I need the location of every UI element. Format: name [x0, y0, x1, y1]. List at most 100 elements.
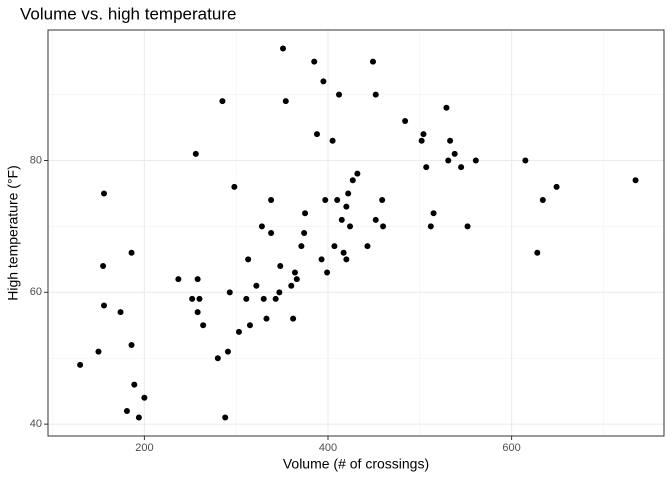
- point: [420, 131, 427, 138]
- y-tick-label: 80: [30, 154, 42, 166]
- point: [313, 131, 320, 138]
- point: [301, 230, 308, 236]
- x-tick-label: 600: [502, 442, 520, 454]
- point: [219, 98, 226, 105]
- point: [100, 262, 107, 269]
- point: [263, 315, 270, 322]
- point: [343, 256, 350, 263]
- point: [632, 177, 639, 184]
- point: [291, 269, 298, 276]
- y-axis-label: High temperature (°F): [5, 165, 21, 301]
- y-tick-label: 40: [30, 418, 42, 430]
- point: [379, 197, 386, 204]
- point: [117, 309, 124, 316]
- point: [280, 45, 287, 52]
- point: [340, 249, 347, 256]
- point: [231, 183, 238, 190]
- point: [298, 243, 305, 250]
- point: [334, 197, 341, 204]
- point: [349, 177, 356, 184]
- point: [311, 58, 318, 65]
- point: [343, 203, 350, 210]
- point: [331, 243, 338, 250]
- point: [380, 223, 387, 230]
- chart-title: Volume vs. high temperature: [20, 4, 236, 23]
- point: [293, 276, 300, 283]
- point: [372, 91, 379, 98]
- x-axis-label: Volume (# of crossings): [283, 456, 429, 472]
- point: [200, 322, 207, 329]
- point: [402, 117, 409, 124]
- point: [539, 197, 546, 204]
- point: [534, 249, 541, 256]
- point: [345, 190, 352, 197]
- point: [458, 164, 465, 171]
- point: [447, 137, 454, 144]
- point: [472, 157, 479, 164]
- point: [192, 150, 199, 157]
- point: [464, 223, 471, 230]
- point: [282, 98, 289, 105]
- point: [354, 170, 361, 177]
- point: [553, 183, 560, 190]
- point: [338, 216, 345, 223]
- point: [451, 150, 458, 157]
- point: [246, 322, 253, 329]
- point: [141, 394, 148, 401]
- point: [131, 381, 138, 388]
- point: [324, 269, 331, 276]
- point: [175, 276, 182, 283]
- point: [445, 157, 452, 164]
- point: [347, 223, 354, 230]
- point: [322, 197, 329, 204]
- point: [318, 256, 325, 263]
- point: [329, 137, 336, 144]
- point: [288, 282, 295, 289]
- point: [258, 223, 265, 230]
- point: [372, 216, 379, 223]
- point: [423, 164, 430, 171]
- point: [214, 355, 221, 362]
- point: [443, 104, 450, 111]
- point: [128, 249, 135, 256]
- x-tick-label: 400: [319, 442, 337, 454]
- panel-border: [47, 29, 665, 437]
- point: [135, 414, 142, 421]
- point: [226, 289, 233, 296]
- point: [302, 210, 309, 217]
- point: [189, 295, 196, 302]
- point: [194, 276, 201, 283]
- point: [277, 262, 284, 269]
- point: [245, 256, 252, 263]
- point: [95, 348, 102, 355]
- point: [268, 230, 275, 236]
- point: [290, 315, 297, 322]
- point: [77, 361, 84, 368]
- point: [253, 282, 260, 289]
- point: [123, 407, 130, 414]
- point: [364, 243, 371, 250]
- x-tick-label: 200: [135, 442, 153, 454]
- point: [194, 309, 201, 316]
- point: [427, 223, 434, 230]
- point: [224, 348, 231, 355]
- y-tick-label: 60: [30, 286, 42, 298]
- point: [196, 295, 203, 302]
- point: [320, 78, 327, 85]
- point: [336, 91, 343, 98]
- point: [260, 295, 267, 302]
- point: [430, 210, 437, 217]
- point: [522, 157, 529, 164]
- point: [276, 289, 283, 296]
- point: [222, 414, 229, 421]
- point: [418, 137, 425, 144]
- point: [101, 190, 107, 197]
- point: [101, 302, 107, 309]
- point: [369, 58, 376, 65]
- point: [272, 295, 279, 302]
- point: [243, 295, 250, 302]
- point: [268, 197, 275, 204]
- point: [128, 342, 135, 349]
- point: [235, 328, 242, 335]
